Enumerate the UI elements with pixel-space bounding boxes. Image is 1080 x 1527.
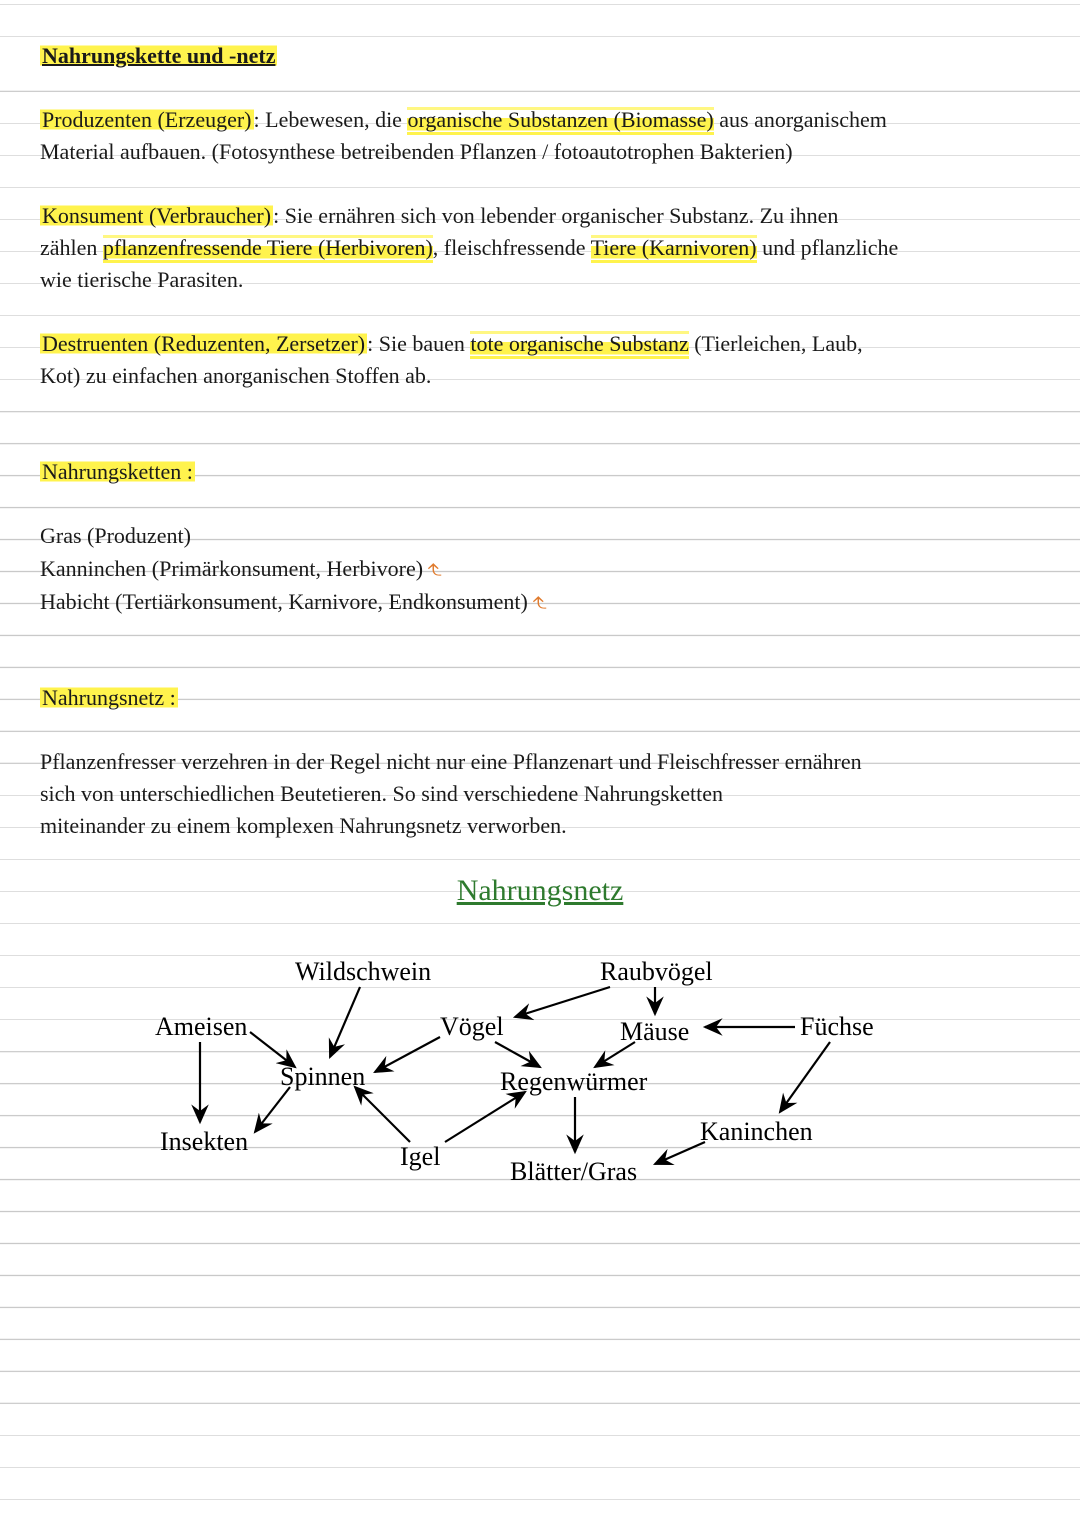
node-insekten: Insekten xyxy=(160,1127,248,1157)
destruenten-term: Destruenten (Reduzenten, Zersetzer) xyxy=(40,331,367,356)
ketten-heading: Nahrungsketten : xyxy=(40,456,1040,488)
text: aus anorganischem xyxy=(714,107,887,132)
return-arrow-icon: ⤶ xyxy=(420,563,452,578)
destruenten-line2: Kot) zu einfachen anorganischen Stoffen … xyxy=(40,360,1040,392)
node-ameisen: Ameisen xyxy=(155,1012,247,1042)
node-maeuse: Mäuse xyxy=(620,1017,689,1047)
text: sich von unterschiedlichen Beutetieren. … xyxy=(40,781,723,806)
page-title-text: Nahrungskette und -netz xyxy=(40,43,277,68)
destruenten-hl: tote organische Substanz xyxy=(470,331,688,359)
text: wie tierische Parasiten. xyxy=(40,267,243,292)
netz-heading: Nahrungsnetz : xyxy=(40,682,1040,714)
netz-heading-text: Nahrungsnetz : xyxy=(40,685,178,710)
text: : Sie ernähren sich von lebender organis… xyxy=(273,203,838,228)
text: zählen xyxy=(40,235,103,260)
edge-igel-to-regenwuermer xyxy=(445,1092,525,1142)
text: Pflanzenfresser verzehren in der Regel n… xyxy=(40,749,862,774)
node-blaetter: Blätter/Gras xyxy=(510,1157,637,1187)
node-fuechse: Füchse xyxy=(800,1012,874,1042)
produzenten-line1: Produzenten (Erzeuger): Lebewesen, die o… xyxy=(40,104,1040,136)
node-igel: Igel xyxy=(400,1142,440,1172)
text: (Fotosynthese betreibenden Pflanzen / fo… xyxy=(206,139,793,164)
chain-text: Habicht (Tertiärkonsument, Karnivore, En… xyxy=(40,589,528,614)
edge-kaninchen-to-blaetter xyxy=(655,1142,705,1164)
edge-raubvoegel-to-voegel xyxy=(515,987,610,1017)
edge-voegel-to-regenwuermer xyxy=(495,1042,540,1067)
text: : Lebewesen, die xyxy=(254,107,408,132)
chain-text: Kanninchen (Primärkonsument, Herbivore) xyxy=(40,556,423,581)
konsument-term: Konsument (Verbraucher) xyxy=(40,203,273,228)
node-raubvoegel: Raubvögel xyxy=(600,957,713,987)
node-kaninchen: Kaninchen xyxy=(700,1117,813,1147)
food-web-diagram: Wildschwein Raubvögel Ameisen Vögel Mäuse Füc… xyxy=(100,932,1000,1222)
text: (Tierleichen, Laub, xyxy=(689,331,863,356)
text: Kot) zu einfachen anorganischen Stoffen … xyxy=(40,363,431,388)
text: und pflanzliche xyxy=(757,235,899,260)
text: : Sie bauen xyxy=(367,331,470,356)
edge-spinnen-to-insekten xyxy=(255,1087,290,1132)
konsument-line2: zählen pflanzenfressende Tiere (Herbivor… xyxy=(40,232,1040,264)
konsument-line1: Konsument (Verbraucher): Sie ernähren si… xyxy=(40,200,1040,232)
edge-wildschwein-to-spinnen xyxy=(330,987,360,1057)
edge-fuechse-to-kaninchen xyxy=(780,1042,830,1112)
text: miteinander zu einem komplexen Nahrungsn… xyxy=(40,813,567,838)
konsument-hl1: pflanzenfressende Tiere (Herbivoren) xyxy=(103,235,433,263)
chain-item-0: Gras (Produzent) xyxy=(40,520,1040,552)
netz-para-l3: miteinander zu einem komplexen Nahrungsn… xyxy=(40,810,1040,842)
chain-text: Gras (Produzent) xyxy=(40,523,191,548)
diagram-title: Nahrungsnetz xyxy=(40,874,1040,908)
konsument-line3: wie tierische Parasiten. xyxy=(40,264,1040,296)
text: , fleischfressende xyxy=(433,235,591,260)
text: Material aufbauen. xyxy=(40,139,206,164)
edge-igel-to-spinnen xyxy=(355,1087,410,1142)
destruenten-line1: Destruenten (Reduzenten, Zersetzer): Sie… xyxy=(40,328,1040,360)
chain-item-1: Kanninchen (Primärkonsument, Herbivore)⤶ xyxy=(40,552,1040,585)
ketten-heading-text: Nahrungsketten : xyxy=(40,459,195,484)
produzenten-term: Produzenten (Erzeuger) xyxy=(40,107,254,132)
konsument-hl2: Tiere (Karnivoren) xyxy=(591,235,757,263)
node-wildschwein: Wildschwein xyxy=(295,957,431,987)
node-voegel: Vögel xyxy=(440,1012,504,1042)
chain-item-2: Habicht (Tertiärkonsument, Karnivore, En… xyxy=(40,585,1040,618)
netz-para-l2: sich von unterschiedlichen Beutetieren. … xyxy=(40,778,1040,810)
netz-para-l1: Pflanzenfresser verzehren in der Regel n… xyxy=(40,746,1040,778)
produzenten-hl: organische Substanzen (Biomasse) xyxy=(407,107,713,135)
return-arrow-icon: ⤶ xyxy=(525,596,557,611)
page-title: Nahrungskette und -netz xyxy=(40,40,1040,72)
produzenten-line2: Material aufbauen. (Fotosynthese betreib… xyxy=(40,136,1040,168)
edge-voegel-to-spinnen xyxy=(375,1037,440,1072)
node-spinnen: Spinnen xyxy=(280,1062,365,1092)
note-content: Nahrungskette und -netz Produzenten (Erz… xyxy=(0,0,1080,1222)
node-regenwuermer: Regenwürmer xyxy=(500,1067,647,1097)
